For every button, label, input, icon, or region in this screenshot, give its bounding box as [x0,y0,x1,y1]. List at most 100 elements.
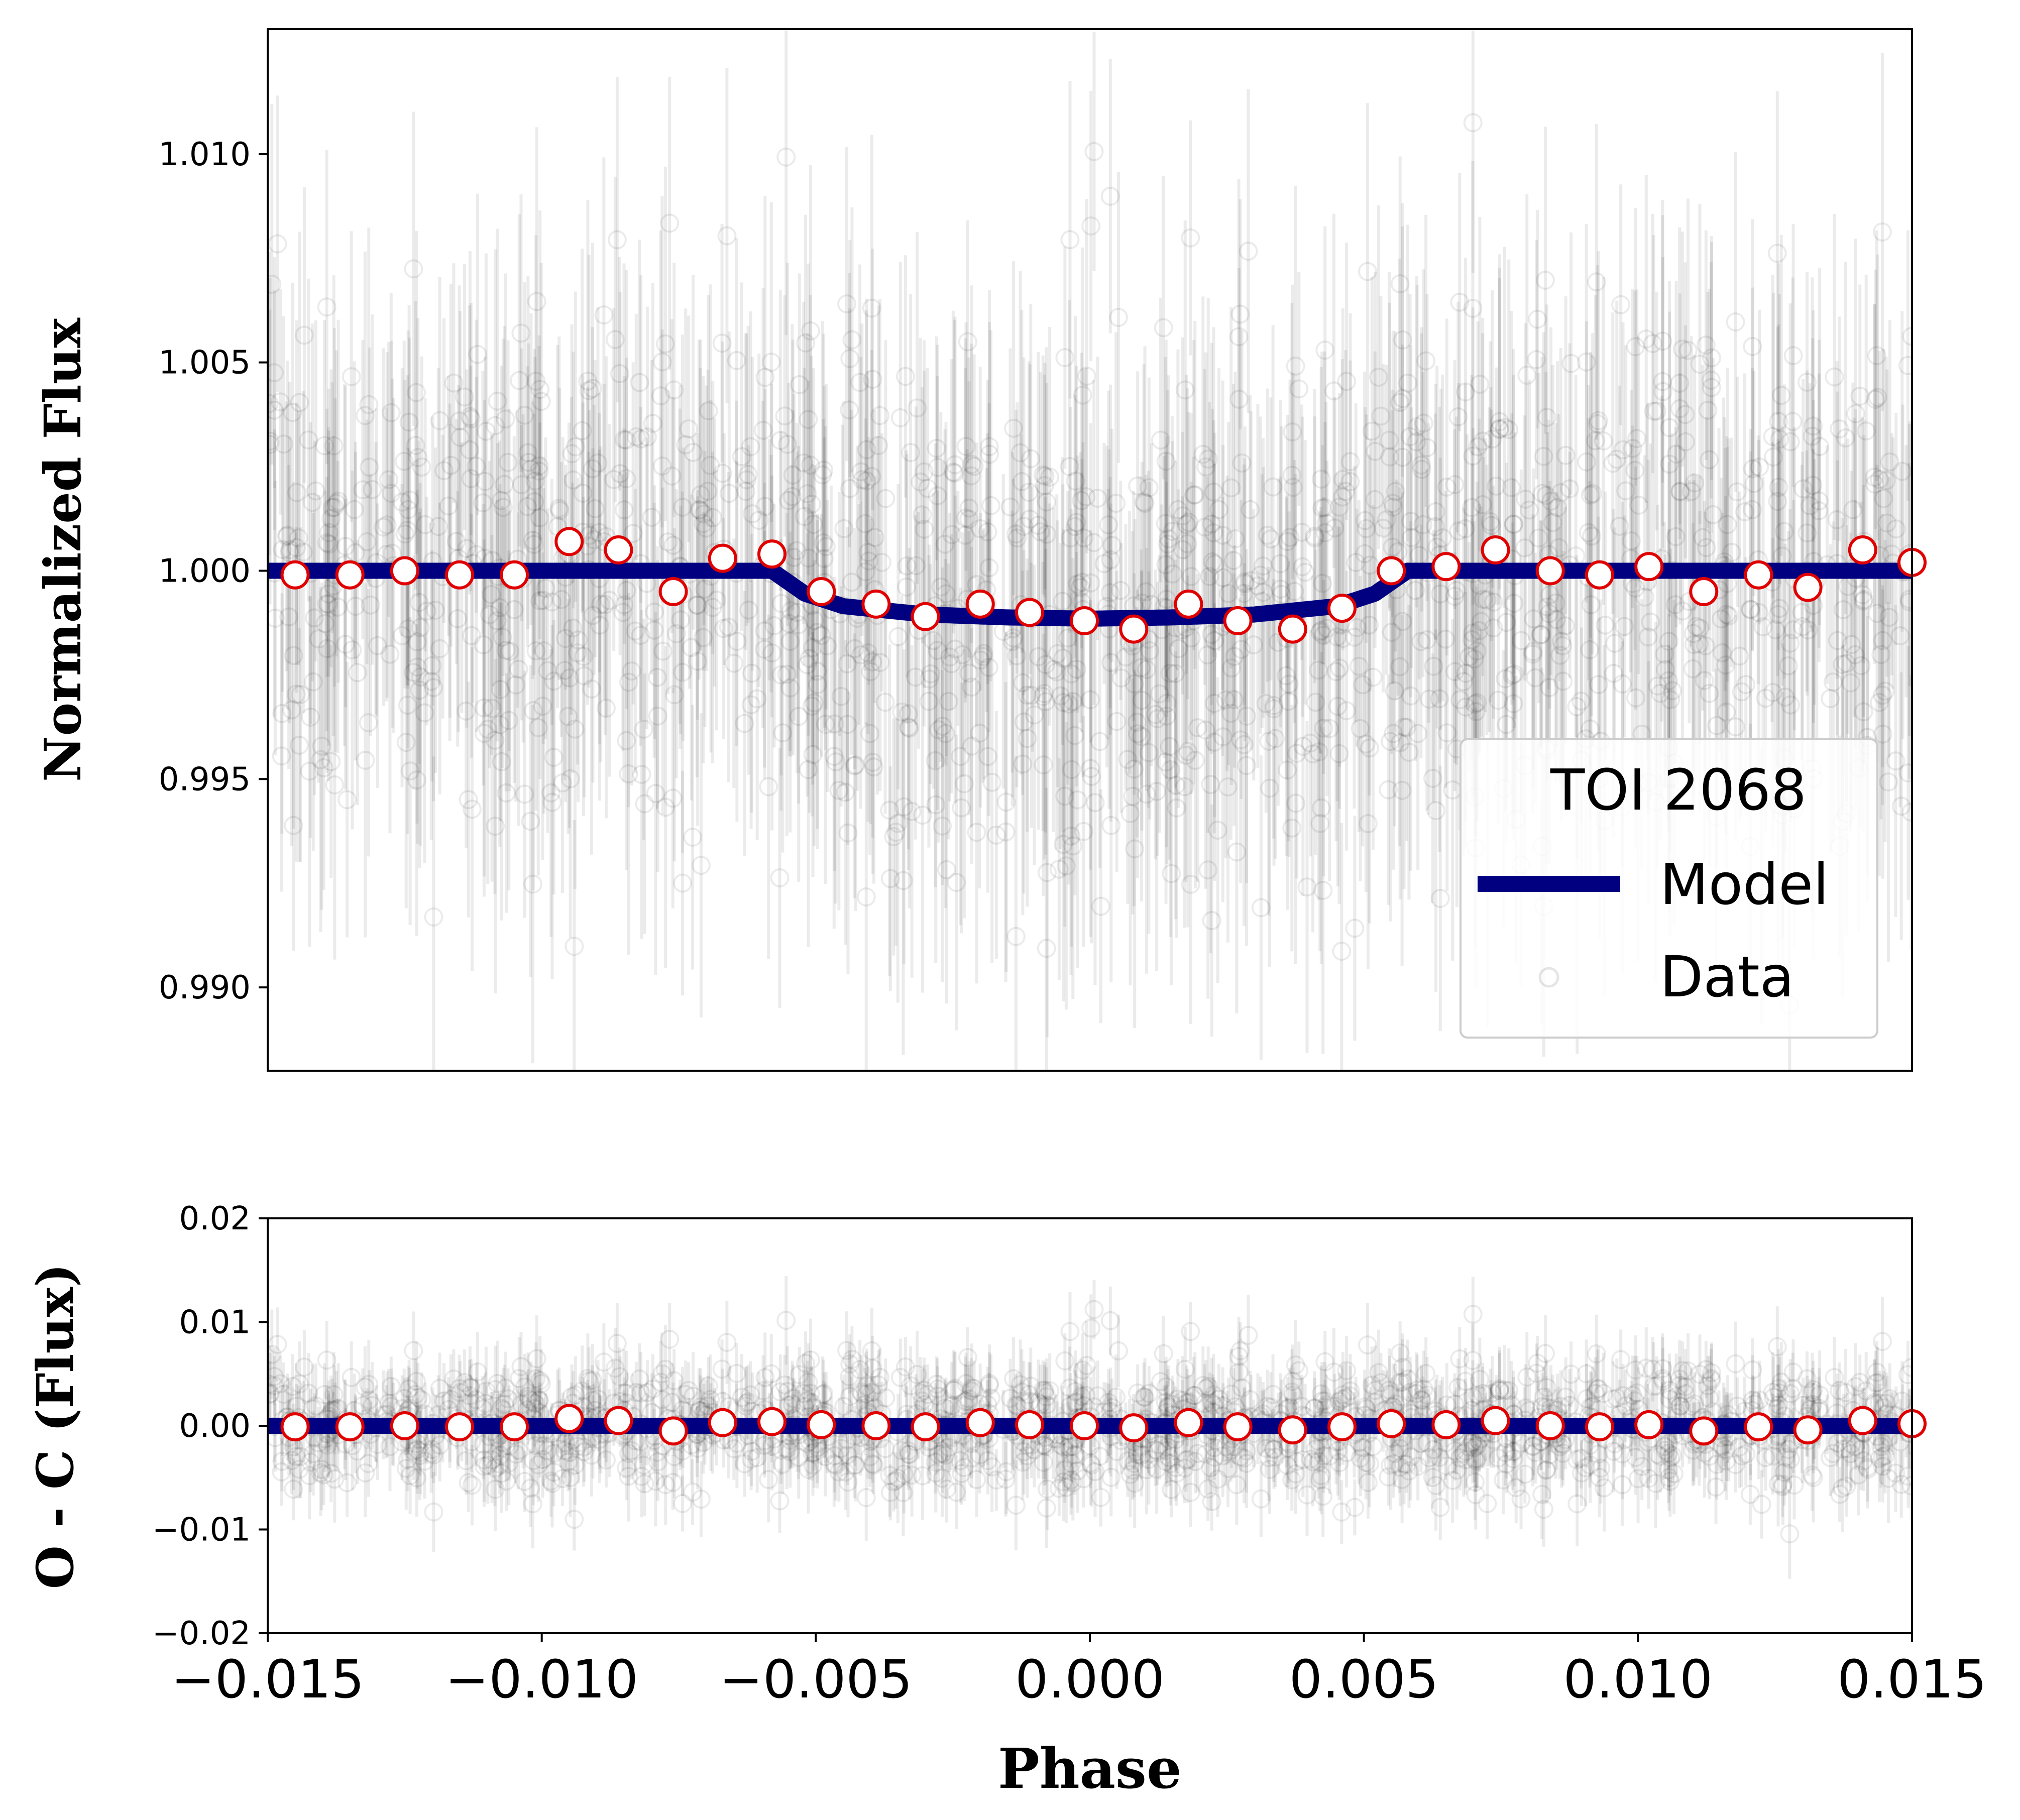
raw-point [1013,754,1033,774]
raw-point [317,594,336,614]
raw-point [404,259,423,279]
raw-point [632,764,651,784]
raw-point [1031,522,1050,542]
raw-point [1315,498,1334,517]
raw-point [324,498,344,517]
raw-point [1539,604,1559,623]
residual-point [864,1455,883,1475]
residual-point [1876,1394,1896,1413]
raw-point [1061,826,1081,846]
raw-point [979,558,999,578]
residual-point [1185,1386,1205,1405]
raw-point [550,501,570,520]
residual-point [525,1394,545,1413]
residual-point [1213,1446,1232,1466]
raw-point [1701,371,1721,390]
raw-point [647,667,667,687]
raw-point [363,480,382,499]
binned-point [1278,614,1307,644]
residual-point [406,1385,425,1404]
raw-point [1675,405,1695,424]
raw-point [996,792,1016,812]
residual-point [1358,1335,1377,1355]
residual-point [268,1385,280,1404]
residual-point [928,1386,947,1406]
raw-point [529,456,549,476]
residual-point [1099,1393,1118,1412]
raw-point [1683,659,1703,678]
raw-point [1867,346,1886,366]
residual-point [1783,1362,1803,1382]
residual-point [1204,1385,1223,1405]
raw-point [583,459,602,479]
residual-point [474,1456,494,1476]
residual-point [579,1371,599,1391]
residual-point [836,1462,855,1482]
raw-point [1340,472,1360,491]
raw-point [1732,682,1751,702]
raw-point [637,427,657,447]
raw-point [1581,485,1600,505]
raw-point [1054,835,1073,854]
raw-point [1332,942,1352,961]
raw-point [353,480,373,500]
raw-point [530,508,549,528]
raw-point [1529,528,1548,548]
raw-point [803,638,823,657]
raw-point [1655,644,1674,664]
raw-point [1201,775,1220,794]
residual-point [1202,1492,1221,1511]
raw-point [1495,418,1514,437]
residual-point [1591,1458,1611,1478]
residual-point [1067,1392,1086,1412]
raw-point [1871,645,1891,664]
raw-point [799,410,818,429]
raw-point [1783,346,1803,366]
raw-point [1417,630,1437,650]
residual-point [300,1466,319,1486]
raw-point [689,500,709,519]
residual-point [529,1391,549,1411]
residual-point [646,1471,665,1491]
raw-point [814,461,834,480]
residual-point [1587,1344,1606,1363]
raw-point [614,430,634,449]
residual-point [1613,1444,1632,1464]
raw-point [1843,500,1863,519]
residual-point [1423,1467,1442,1487]
raw-point [804,693,824,713]
raw-point [394,451,414,471]
raw-point [1283,478,1303,497]
raw-point [1770,599,1789,618]
residual-point [496,1378,515,1398]
raw-point [1034,755,1053,775]
residual-point [683,1387,703,1406]
raw-point [422,656,442,675]
residual-point [1648,1445,1667,1464]
raw-point [694,628,713,647]
raw-point [1328,697,1348,716]
residual-point [521,1391,541,1410]
raw-point [528,718,548,737]
raw-point [319,523,339,542]
residual-point [1337,1361,1357,1381]
raw-point [1853,585,1872,605]
raw-point [1158,534,1178,554]
raw-point [1742,500,1762,519]
residual-point [1455,1372,1475,1391]
residual-point [1157,1440,1176,1460]
raw-point [646,783,665,803]
residual-point [951,1451,970,1470]
raw-point [1169,639,1188,658]
residual-point [1156,1452,1176,1471]
residual-point [1394,1454,1414,1474]
raw-point [1553,636,1573,655]
raw-point [1425,517,1445,536]
raw-point [607,230,627,250]
raw-point [1221,704,1241,723]
raw-point [676,435,696,454]
residual-point [1128,1445,1147,1464]
raw-point [850,373,870,392]
raw-point [933,717,952,736]
raw-point [417,601,436,621]
